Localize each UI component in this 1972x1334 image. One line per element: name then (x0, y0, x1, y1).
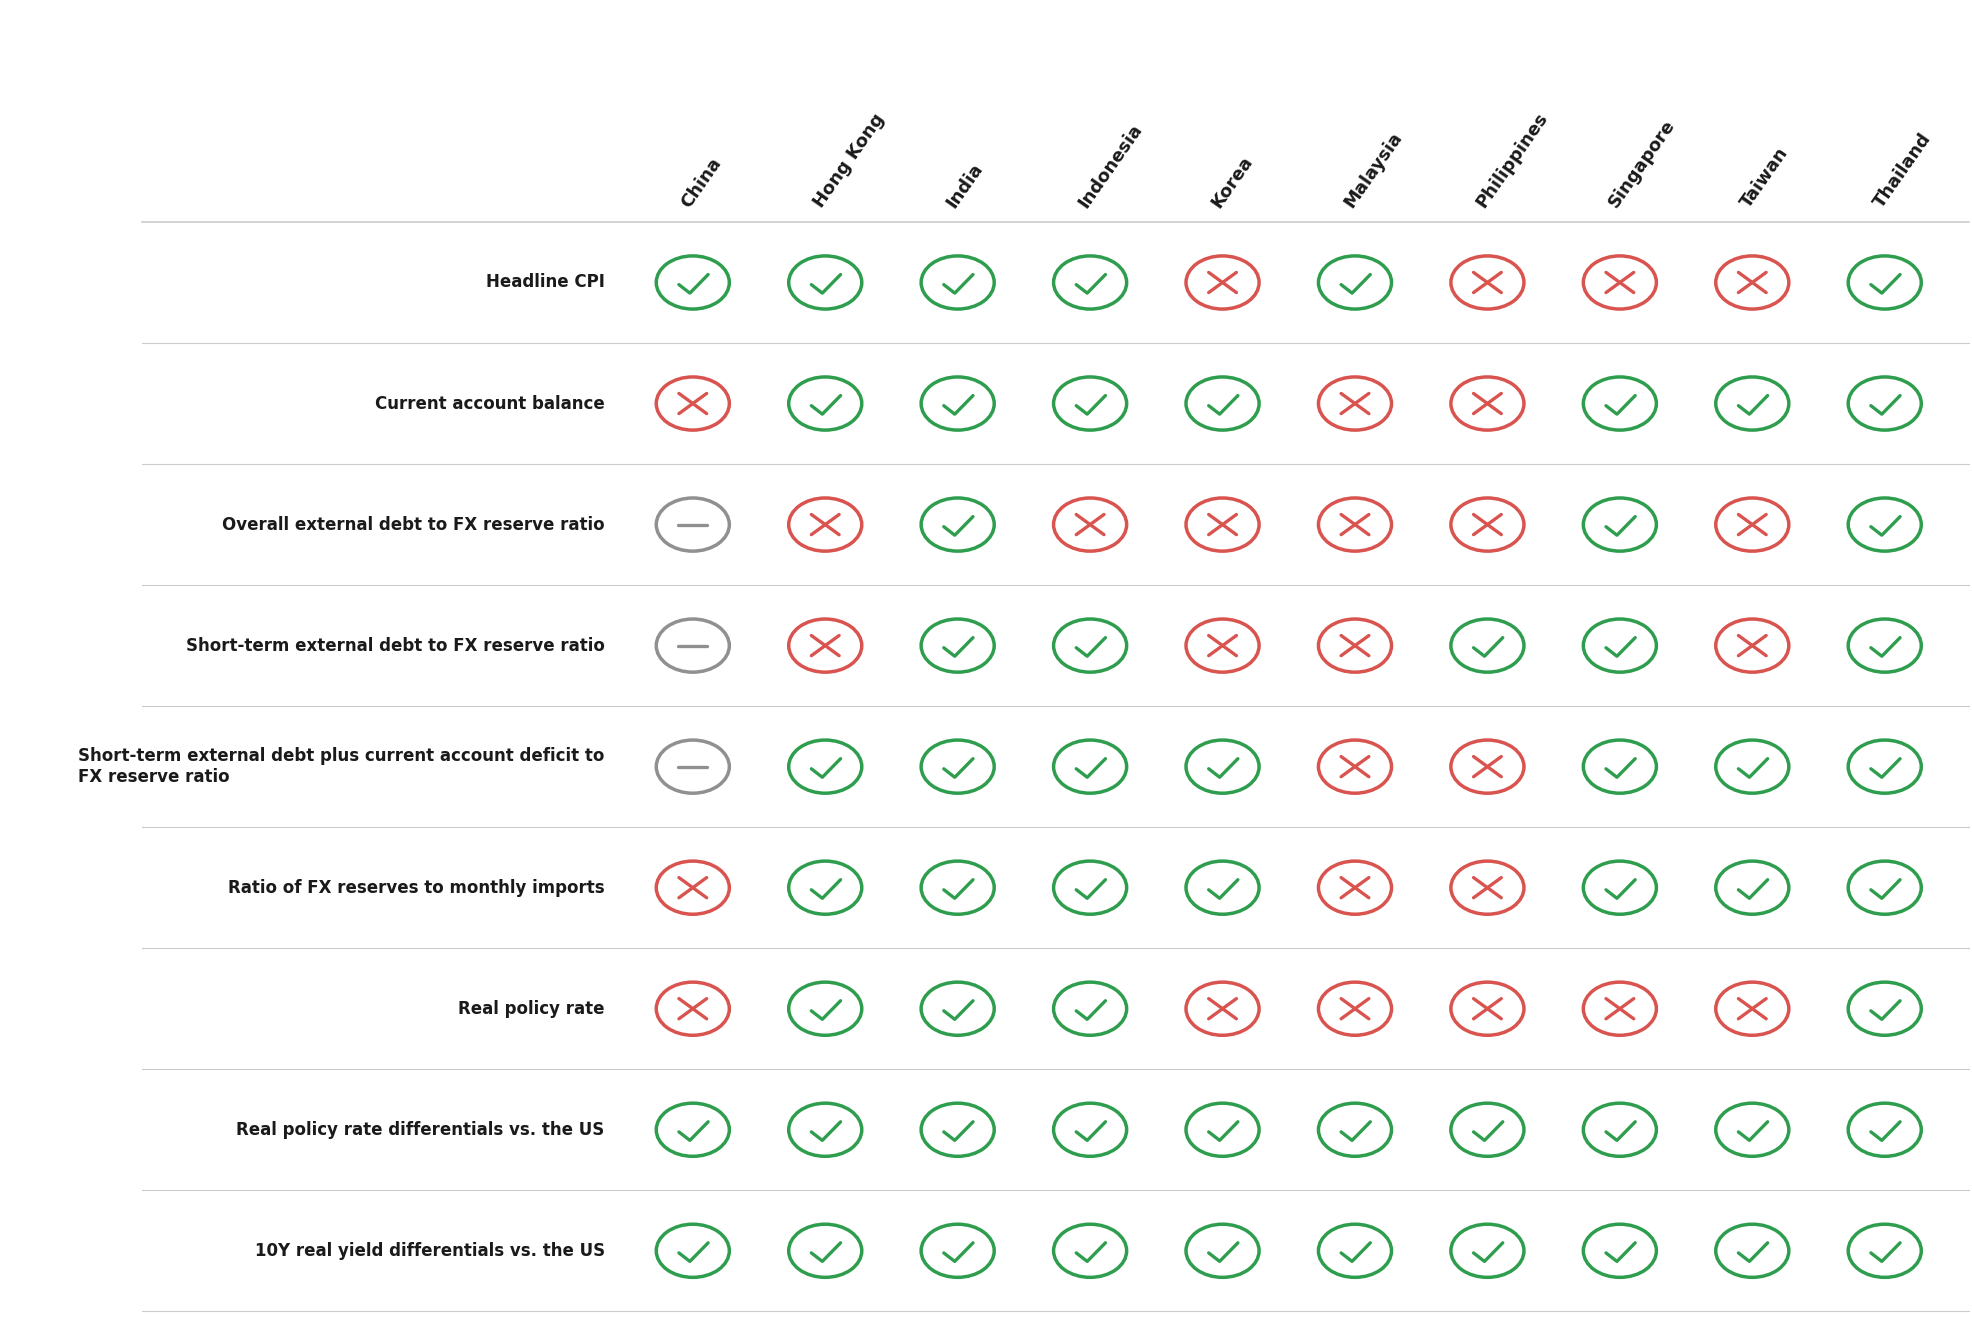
Text: Real policy rate differentials vs. the US: Real policy rate differentials vs. the U… (237, 1121, 605, 1139)
Text: Overall external debt to FX reserve ratio: Overall external debt to FX reserve rati… (223, 515, 605, 534)
Text: Real policy rate: Real policy rate (458, 999, 605, 1018)
Text: Current account balance: Current account balance (375, 395, 605, 412)
Text: Ratio of FX reserves to monthly imports: Ratio of FX reserves to monthly imports (229, 879, 605, 896)
Text: Thailand: Thailand (1869, 129, 1935, 211)
Text: Philippines: Philippines (1473, 109, 1552, 211)
Text: Indonesia: Indonesia (1075, 120, 1146, 211)
Text: China: China (678, 155, 726, 211)
Text: Headline CPI: Headline CPI (485, 273, 605, 292)
Text: India: India (943, 160, 986, 211)
Text: 10Y real yield differentials vs. the US: 10Y real yield differentials vs. the US (254, 1242, 605, 1259)
Text: Malaysia: Malaysia (1341, 129, 1406, 211)
Text: Korea: Korea (1207, 153, 1256, 211)
Text: Short-term external debt to FX reserve ratio: Short-term external debt to FX reserve r… (185, 636, 605, 655)
Text: Singapore: Singapore (1605, 117, 1678, 211)
Text: Hong Kong: Hong Kong (810, 111, 889, 211)
Text: Taiwan: Taiwan (1737, 144, 1793, 211)
Text: Short-term external debt plus current account deficit to
FX reserve ratio: Short-term external debt plus current ac… (79, 747, 605, 786)
